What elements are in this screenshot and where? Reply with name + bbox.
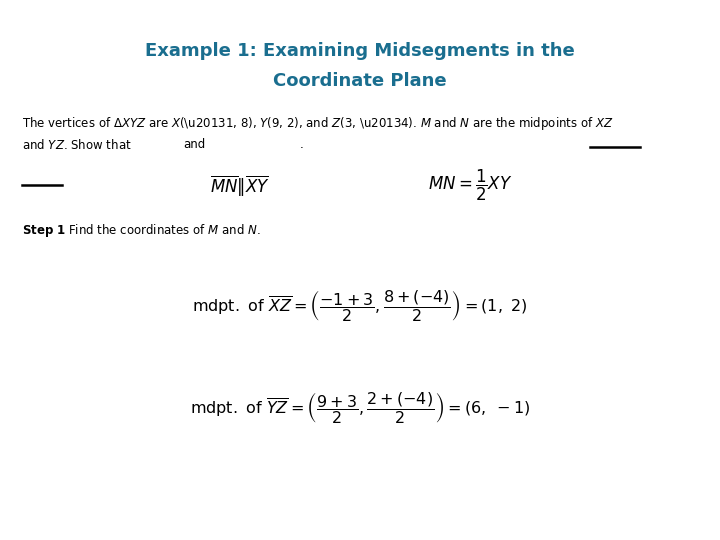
Text: $\mathbf{Step\ 1}$ Find the coordinates of $M$ and $N$.: $\mathbf{Step\ 1}$ Find the coordinates … xyxy=(22,222,261,239)
Text: $\mathrm{mdpt.\ of\ }\overline{XZ} = \left(\dfrac{-1+3}{2},\dfrac{8+(-4)}{2}\rig: $\mathrm{mdpt.\ of\ }\overline{XZ} = \le… xyxy=(192,288,528,324)
Text: and: and xyxy=(183,138,205,151)
Text: The vertices of $\Delta XYZ$ are $X$(\u20131, 8), $Y$(9, 2), and $Z$(3, \u20134): The vertices of $\Delta XYZ$ are $X$(\u2… xyxy=(22,115,613,132)
Text: $MN = \dfrac{1}{2}XY$: $MN = \dfrac{1}{2}XY$ xyxy=(428,168,512,203)
Text: $\overline{MN} \| \overline{XY}$: $\overline{MN} \| \overline{XY}$ xyxy=(210,174,270,199)
Text: Coordinate Plane: Coordinate Plane xyxy=(273,72,447,90)
Text: Example 1: Examining Midsegments in the: Example 1: Examining Midsegments in the xyxy=(145,42,575,60)
Text: $\mathrm{mdpt.\ of\ }\overline{YZ} = \left(\dfrac{9+3}{2},\dfrac{2+(-4)}{2}\righ: $\mathrm{mdpt.\ of\ }\overline{YZ} = \le… xyxy=(189,390,531,426)
Text: and $YZ$. Show that: and $YZ$. Show that xyxy=(22,138,132,152)
Text: .: . xyxy=(300,138,304,151)
